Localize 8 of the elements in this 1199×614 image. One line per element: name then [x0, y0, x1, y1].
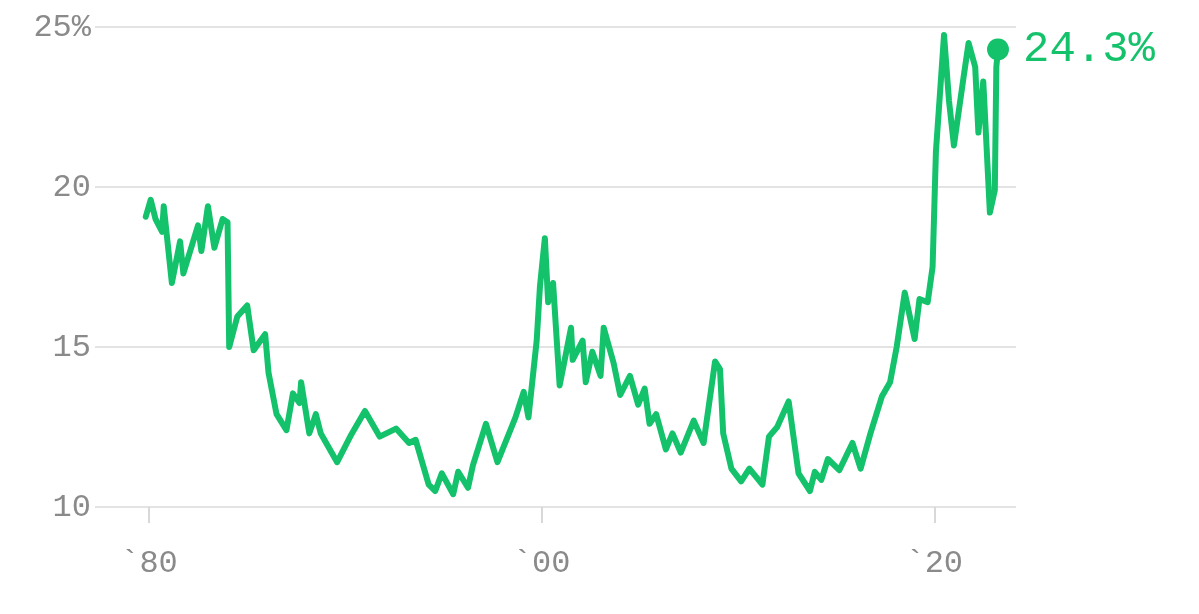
y-tick-label: 10: [52, 488, 91, 526]
x-tick-label: `80: [120, 544, 178, 582]
x-tick-label: `20: [905, 544, 964, 582]
y-tick-label: 15: [52, 328, 91, 366]
y-tick-label: 25%: [33, 8, 92, 46]
y-tick-label: 20: [52, 168, 91, 206]
x-tick-label: `00: [512, 544, 571, 582]
annotation: 24.3%: [1022, 24, 1156, 75]
